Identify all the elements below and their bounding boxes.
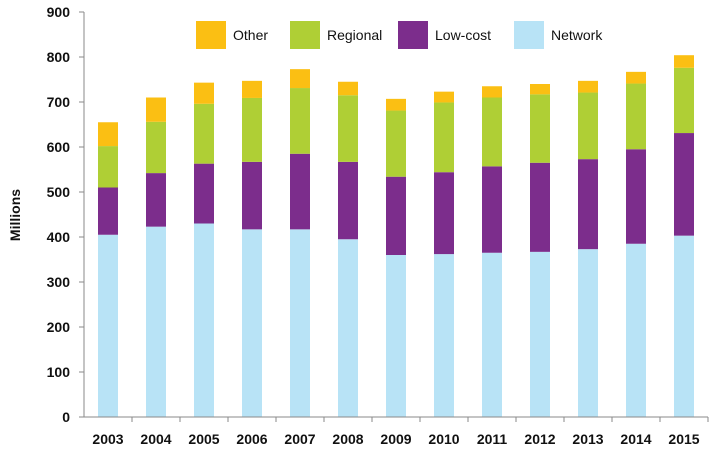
- bar-network-2004: [146, 226, 166, 417]
- bar-network-2008: [338, 239, 358, 417]
- x-tick-label: 2011: [477, 431, 508, 447]
- y-tick-label: 600: [47, 139, 71, 155]
- legend-label-network: Network: [551, 27, 603, 43]
- y-tick-label: 900: [47, 4, 71, 20]
- bar-low-cost-2006: [242, 161, 262, 230]
- bar-low-cost-2009: [386, 176, 406, 255]
- bar-regional-2006: [242, 97, 262, 162]
- x-tick-label: 2012: [524, 431, 555, 447]
- legend-label-low-cost: Low-cost: [435, 27, 491, 43]
- y-tick-label: 100: [47, 364, 71, 380]
- bar-low-cost-2013: [578, 159, 598, 250]
- bar-regional-2008: [338, 95, 358, 162]
- bar-network-2006: [242, 229, 262, 417]
- legend-swatch-network: [514, 21, 544, 49]
- legend-label-regional: Regional: [327, 27, 382, 43]
- bar-other-2015: [674, 55, 694, 68]
- bar-regional-2015: [674, 67, 694, 134]
- legend-swatch-low-cost: [398, 21, 428, 49]
- x-tick-label: 2005: [188, 431, 219, 447]
- bar-other-2014: [626, 71, 646, 84]
- bar-regional-2013: [578, 92, 598, 160]
- bar-other-2008: [338, 81, 358, 96]
- x-tick-label: 2003: [92, 431, 123, 447]
- bar-low-cost-2003: [98, 187, 118, 235]
- bar-network-2009: [386, 255, 406, 417]
- bar-other-2005: [194, 82, 214, 104]
- legend: Other Regional Low-cost Network: [196, 21, 603, 49]
- x-axis-ticks: 2003 2004 2005 2006 2007 2008 2009 2010 2011 2012…: [92, 417, 709, 447]
- legend-label-other: Other: [233, 27, 268, 43]
- bar-other-2012: [530, 84, 550, 95]
- x-tick-label: 2015: [668, 431, 699, 447]
- bar-regional-2003: [98, 146, 118, 188]
- x-tick-label: 2007: [284, 431, 315, 447]
- bar-low-cost-2011: [482, 166, 502, 253]
- x-tick-label: 2013: [572, 431, 603, 447]
- bar-other-2013: [578, 80, 598, 93]
- bar-network-2003: [98, 234, 118, 417]
- bars-group: [98, 55, 694, 417]
- bar-other-2011: [482, 86, 502, 98]
- bar-regional-2004: [146, 121, 166, 174]
- legend-swatch-other: [196, 21, 226, 49]
- bar-regional-2009: [386, 110, 406, 177]
- y-axis-ticks: 0 100 200 300 400 500 600 700 800 900: [47, 4, 84, 425]
- bar-other-2007: [290, 69, 310, 89]
- bar-regional-2011: [482, 97, 502, 167]
- x-tick-label: 2010: [428, 431, 459, 447]
- bar-low-cost-2010: [434, 172, 454, 255]
- y-tick-label: 300: [47, 274, 71, 290]
- bar-other-2006: [242, 80, 262, 98]
- bar-other-2003: [98, 122, 118, 147]
- bar-regional-2014: [626, 83, 646, 150]
- bar-other-2004: [146, 97, 166, 122]
- bar-network-2007: [290, 229, 310, 417]
- bar-regional-2010: [434, 102, 454, 173]
- x-tick-label: 2014: [620, 431, 651, 447]
- bar-other-2010: [434, 91, 454, 103]
- bar-network-2013: [578, 249, 598, 417]
- y-tick-label: 500: [47, 184, 71, 200]
- y-tick-label: 400: [47, 229, 71, 245]
- bar-other-2009: [386, 98, 406, 111]
- bar-low-cost-2005: [194, 163, 214, 224]
- y-tick-label: 0: [62, 409, 70, 425]
- y-tick-label: 700: [47, 94, 71, 110]
- bar-network-2005: [194, 223, 214, 417]
- x-tick-label: 2009: [380, 431, 411, 447]
- bar-network-2014: [626, 243, 646, 417]
- x-tick-label: 2008: [332, 431, 363, 447]
- bar-regional-2005: [194, 103, 214, 164]
- legend-swatch-regional: [290, 21, 320, 49]
- bar-low-cost-2004: [146, 173, 166, 227]
- bar-network-2015: [674, 235, 694, 417]
- bar-low-cost-2014: [626, 149, 646, 244]
- bar-low-cost-2012: [530, 162, 550, 252]
- x-tick-label: 2004: [140, 431, 171, 447]
- y-axis-label: Millions: [7, 189, 23, 241]
- x-tick-label: 2006: [236, 431, 267, 447]
- bar-network-2012: [530, 251, 550, 417]
- bar-regional-2012: [530, 94, 550, 163]
- bar-regional-2007: [290, 88, 310, 154]
- bar-network-2011: [482, 252, 502, 417]
- bar-low-cost-2015: [674, 133, 694, 236]
- bar-network-2010: [434, 254, 454, 417]
- bar-low-cost-2007: [290, 153, 310, 230]
- bar-low-cost-2008: [338, 161, 358, 240]
- y-tick-label: 800: [47, 49, 71, 65]
- y-tick-label: 200: [47, 319, 71, 335]
